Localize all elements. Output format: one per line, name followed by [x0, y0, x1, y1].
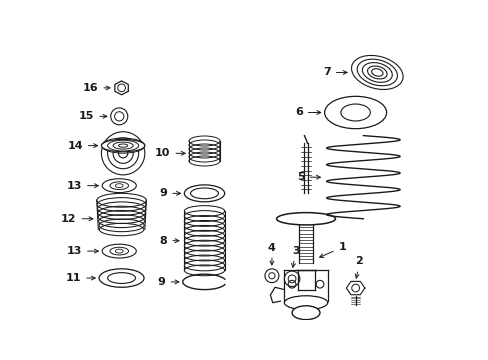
Text: 11: 11 [66, 273, 95, 283]
Polygon shape [115, 81, 128, 95]
Text: 13: 13 [66, 246, 98, 256]
Text: 3: 3 [291, 246, 299, 267]
Text: 9: 9 [158, 277, 179, 287]
Text: 5: 5 [297, 172, 320, 182]
Text: 2: 2 [354, 256, 363, 278]
Ellipse shape [276, 213, 335, 225]
Text: 8: 8 [159, 236, 179, 246]
Text: 14: 14 [67, 141, 98, 150]
Text: 10: 10 [155, 148, 185, 158]
Ellipse shape [291, 306, 319, 320]
Text: 13: 13 [66, 181, 98, 191]
Text: 7: 7 [323, 67, 346, 77]
Text: 4: 4 [267, 243, 275, 265]
Text: 9: 9 [159, 188, 180, 198]
Polygon shape [346, 282, 364, 295]
Text: 15: 15 [79, 111, 107, 121]
Text: 16: 16 [82, 83, 110, 93]
Text: 1: 1 [319, 242, 346, 257]
Text: 6: 6 [294, 108, 320, 117]
Ellipse shape [101, 139, 144, 152]
Ellipse shape [284, 296, 327, 310]
Text: 12: 12 [61, 214, 93, 224]
